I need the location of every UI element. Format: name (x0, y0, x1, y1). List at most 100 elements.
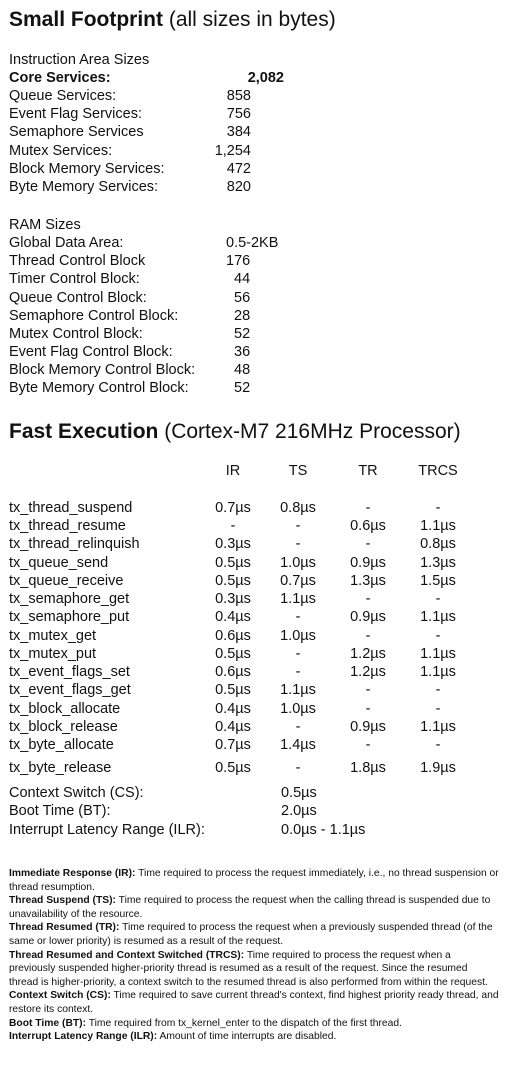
function-name: tx_event_flags_set (9, 664, 130, 680)
trcs-cell: 1.5µs (420, 573, 456, 589)
trcs-cell: - (435, 591, 441, 607)
trcs-cell: 1.1µs (420, 646, 456, 662)
ram-row: Thread Control Block 176 (9, 253, 509, 271)
ir-cell: 0.5µs (215, 682, 251, 698)
ts-cell: - (295, 518, 301, 534)
tr-cell: 0.9µs (350, 719, 386, 735)
definition-text: Time required to save current thread's c… (9, 990, 499, 1015)
timing-row: tx_block_release 0.4µs - 0.9µs 1.1µs (9, 719, 509, 737)
summary-value: 0.0µs - 1.1µs (281, 822, 366, 838)
definition-text: Time required to process the request whe… (9, 949, 488, 988)
tr-cell: 0.9µs (350, 555, 386, 571)
function-name: tx_thread_resume (9, 518, 126, 534)
definition-item: Interrupt Latency Range (ILR): Amount of… (9, 1030, 499, 1044)
ram-sizes-heading: RAM Sizes (9, 217, 81, 233)
ts-cell: - (295, 536, 301, 552)
definition-text: Time required to process the request imm… (9, 868, 499, 893)
ram-row: Timer Control Block: 44 (9, 271, 509, 289)
ram-row: Semaphore Control Block: 28 (9, 308, 509, 326)
ir-cell: 0.4µs (215, 701, 251, 717)
instruction-area-heading: Instruction Area Sizes (9, 52, 150, 68)
ir-cell: 0.6µs (215, 628, 251, 644)
ir-cell: 0.3µs (215, 591, 251, 607)
instruction-value: 858 (226, 88, 251, 104)
instruction-label: Core Services: (9, 70, 111, 86)
execution-heading: Fast Execution (Cortex-M7 216MHz Process… (9, 420, 461, 444)
trcs-cell: 1.1µs (420, 518, 456, 534)
ts-cell: 1.0µs (280, 701, 316, 717)
tr-cell: 1.8µs (350, 760, 386, 776)
ts-cell: 0.7µs (280, 573, 316, 589)
ram-label: Mutex Control Block: (9, 326, 143, 342)
trcs-cell: 1.9µs (420, 760, 456, 776)
tr-cell: 0.9µs (350, 609, 386, 625)
ir-cell: 0.3µs (215, 536, 251, 552)
summary-row: Context Switch (CS): 0.5µs (9, 785, 509, 803)
column-header-ir: IR (225, 463, 241, 479)
ts-cell: 1.1µs (280, 591, 316, 607)
ir-cell: 0.4µs (215, 609, 251, 625)
instruction-value: 384 (226, 124, 251, 140)
definition-term: Thread Suspend (TS): (9, 895, 116, 907)
ram-label: Block Memory Control Block: (9, 362, 196, 378)
ram-row: Byte Memory Control Block: 52 (9, 380, 509, 398)
summary-value: 2.0µs (281, 803, 317, 819)
function-name: tx_event_flags_get (9, 682, 131, 698)
instruction-row: Block Memory Services: 472 (9, 161, 509, 179)
instruction-value: 1,254 (214, 143, 251, 159)
instruction-row: Event Flag Services: 756 (9, 106, 509, 124)
ram-value: 36 (234, 344, 251, 360)
trcs-cell: 1.1µs (420, 609, 456, 625)
definition-term: Immediate Response (IR): (9, 868, 136, 879)
tr-cell: - (365, 701, 371, 717)
instruction-row: Byte Memory Services: 820 (9, 179, 509, 197)
timing-row: tx_byte_release 0.5µs - 1.8µs 1.9µs (9, 760, 509, 778)
ram-row: Block Memory Control Block: 48 (9, 362, 509, 380)
tr-cell: - (365, 500, 371, 516)
summary-label: Context Switch (CS): (9, 785, 144, 801)
function-name: tx_thread_relinquish (9, 536, 140, 552)
tr-cell: - (365, 682, 371, 698)
summary-row: Boot Time (BT): 2.0µs (9, 803, 509, 821)
definition-item: Context Switch (CS): Time required to sa… (9, 989, 499, 1016)
definitions: Immediate Response (IR): Time required t… (9, 867, 499, 1044)
instruction-label: Event Flag Services: (9, 106, 142, 122)
tr-cell: 1.3µs (350, 573, 386, 589)
ram-row: Queue Control Block: 56 (9, 290, 509, 308)
definition-text: Time required to process the request whe… (9, 922, 493, 947)
function-name: tx_byte_allocate (9, 737, 114, 753)
function-name: tx_mutex_get (9, 628, 97, 644)
ir-cell: 0.5µs (215, 573, 251, 589)
instruction-value: 820 (226, 179, 251, 195)
definition-item: Boot Time (BT): Time required from tx_ke… (9, 1017, 499, 1031)
function-name: tx_thread_suspend (9, 500, 133, 516)
tr-cell: - (365, 737, 371, 753)
trcs-cell: 1.1µs (420, 664, 456, 680)
timing-row: tx_event_flags_set 0.6µs - 1.2µs 1.1µs (9, 664, 509, 682)
definition-term: Context Switch (CS): (9, 990, 111, 1002)
ram-value: 44 (234, 271, 251, 287)
ram-value: 52 (234, 380, 251, 396)
tr-cell: - (365, 536, 371, 552)
trcs-cell: - (435, 500, 441, 516)
function-name: tx_byte_release (9, 760, 112, 776)
timing-row: tx_thread_suspend 0.7µs 0.8µs - - (9, 500, 509, 518)
tr-cell: 1.2µs (350, 664, 386, 680)
function-name: tx_block_allocate (9, 701, 121, 717)
trcs-cell: - (435, 737, 441, 753)
ram-label: Queue Control Block: (9, 290, 147, 306)
summary-value: 0.5µs (281, 785, 317, 801)
timing-row: tx_block_allocate 0.4µs 1.0µs - - (9, 701, 509, 719)
timing-row: tx_thread_resume - - 0.6µs 1.1µs (9, 518, 509, 536)
ram-value: 56 (234, 290, 251, 306)
ts-cell: - (295, 719, 301, 735)
function-name: tx_semaphore_get (9, 591, 130, 607)
ram-value: 176 (226, 253, 251, 269)
instruction-label: Byte Memory Services: (9, 179, 159, 195)
ram-label: Timer Control Block: (9, 271, 140, 287)
trcs-cell: 1.3µs (420, 555, 456, 571)
timing-row: tx_semaphore_put 0.4µs - 0.9µs 1.1µs (9, 609, 509, 627)
ir-cell: 0.6µs (215, 664, 251, 680)
ts-cell: 0.8µs (280, 500, 316, 516)
timing-row: tx_queue_send 0.5µs 1.0µs 0.9µs 1.3µs (9, 555, 509, 573)
